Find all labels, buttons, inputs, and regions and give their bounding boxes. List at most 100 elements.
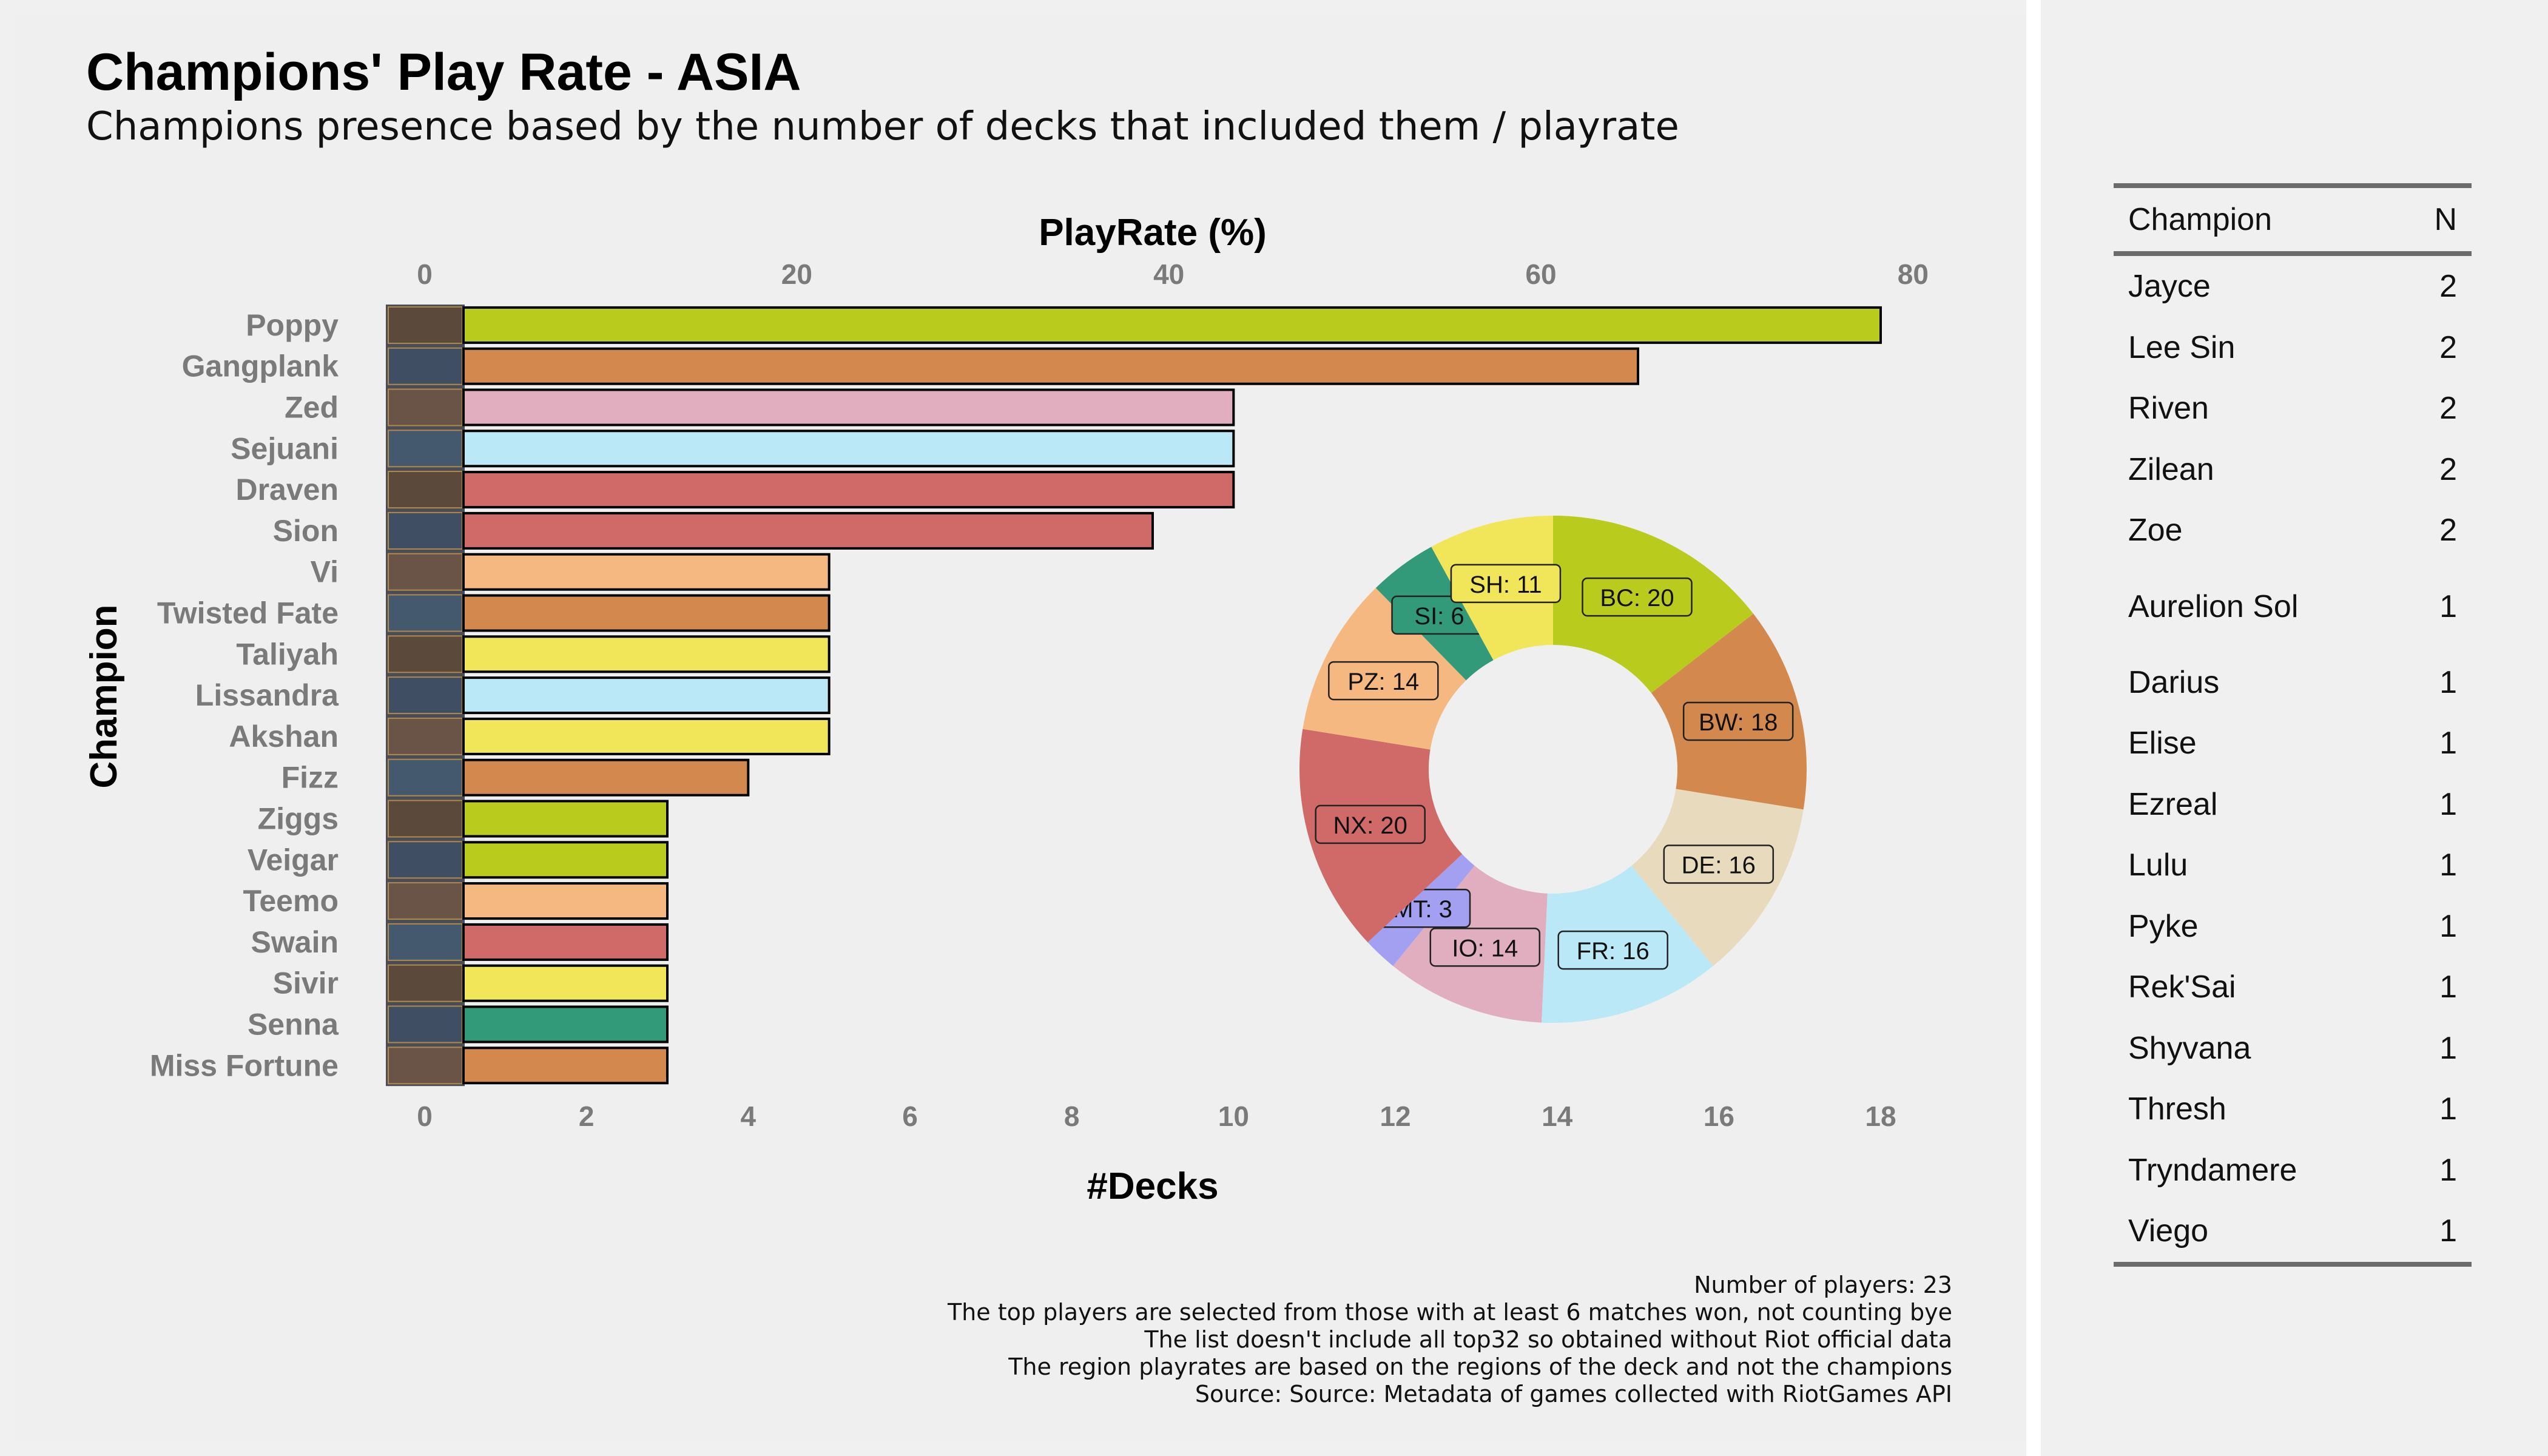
category-label: Sion (273, 514, 339, 548)
bar (462, 882, 669, 920)
champion-name: Lulu (2128, 848, 2188, 883)
champion-count: 1 (2439, 588, 2457, 624)
table-row: Zoe 2 (2114, 500, 2472, 561)
x-tick-label: 14 (1542, 1100, 1573, 1132)
category-label: Sejuani (231, 431, 339, 465)
category-label: Gangplank (182, 349, 339, 383)
category-label: Zed (285, 391, 339, 425)
bar (462, 717, 831, 755)
x-tick-label: 10 (1218, 1100, 1249, 1132)
table-bottom-rule (2114, 1261, 2472, 1267)
slice-label-box (1663, 844, 1774, 884)
champion-thumbnail (388, 430, 463, 468)
caption: Number of players: 23 The top players ar… (948, 1272, 1952, 1408)
slice-label-box (1450, 564, 1562, 604)
category-label: Draven (235, 473, 339, 507)
champion-name: Viego (2128, 1213, 2209, 1249)
champion-thumbnail (388, 553, 463, 591)
category-label: Teemo (243, 884, 339, 918)
slice-label: BC: 20 (1600, 585, 1674, 612)
caption-line: The region playrates are based on the re… (1008, 1353, 1952, 1380)
table-row: Riven 2 (2114, 378, 2472, 439)
x-tick-label: 8 (1064, 1100, 1080, 1132)
table-row: Jayce 2 (2114, 256, 2472, 317)
table-row: Viego 1 (2114, 1201, 2472, 1262)
champion-count: 2 (2439, 513, 2457, 548)
champion-name: Thresh (2128, 1091, 2226, 1127)
table-row: Aurelion Sol 1 (2114, 561, 2472, 652)
champion-thumbnail (388, 1046, 463, 1085)
bar (462, 758, 750, 797)
champion-count: 1 (2439, 848, 2457, 883)
x-tick-label: 18 (1865, 1100, 1896, 1132)
category-label: Akshan (229, 720, 339, 753)
champion-thumbnail (388, 800, 463, 838)
champion-thumbnail (388, 511, 463, 550)
table-row: Ezreal 1 (2114, 774, 2472, 835)
bar (462, 841, 669, 879)
table-row: Tryndamere 1 (2114, 1140, 2472, 1201)
champion-thumbnail (388, 306, 463, 344)
table-top-rule (2114, 183, 2472, 188)
category-label: Swain (251, 925, 339, 959)
slice-label: FR: 16 (1577, 938, 1650, 965)
bar (462, 594, 831, 632)
category-label: Poppy (246, 308, 339, 342)
category-label: Lissandra (195, 678, 339, 712)
champion-thumbnail (388, 964, 463, 1002)
champion-name: Jayce (2128, 269, 2211, 305)
champion-count: 1 (2439, 969, 2457, 1005)
champion-name: Ezreal (2128, 786, 2218, 822)
champion-thumbnail (388, 471, 463, 509)
category-label: Fizz (281, 761, 339, 795)
champion-name: Rek'Sai (2128, 969, 2236, 1005)
panel-divider (2026, 0, 2041, 1456)
champion-thumbnail (388, 594, 463, 632)
champion-count: 2 (2439, 451, 2457, 487)
slice-label-box (1315, 804, 1426, 844)
bar (462, 1046, 669, 1085)
bar (462, 676, 831, 715)
table-row: Pyke 1 (2114, 896, 2472, 957)
champion-thumbnail (388, 841, 463, 879)
category-label: Ziggs (258, 802, 339, 836)
bar (462, 964, 669, 1002)
slice-label-box (1557, 930, 1668, 970)
x-tick-label: 6 (902, 1100, 918, 1132)
table-row: Darius 1 (2114, 652, 2472, 713)
chart-subtitle: Champions presence based by the number o… (86, 104, 1679, 149)
bar (462, 800, 669, 838)
category-label: Sivir (273, 966, 339, 1000)
champion-name: Aurelion Sol (2128, 588, 2299, 624)
x2-axis-title: PlayRate (%) (1039, 212, 1267, 254)
caption-line: The top players are selected from those … (947, 1299, 1952, 1326)
champion-count: 1 (2439, 1152, 2457, 1188)
slice-label-box (1582, 577, 1693, 617)
champion-count: 1 (2439, 1213, 2457, 1249)
x-tick-label: 2 (579, 1100, 595, 1132)
x2-tick-label: 20 (781, 258, 812, 290)
bar (462, 430, 1235, 468)
bar (462, 306, 1882, 344)
champion-name: Zilean (2128, 451, 2214, 487)
champion-thumbnail (388, 347, 463, 385)
slice-label: SI: 6 (1414, 603, 1464, 630)
champion-thumbnail (388, 923, 463, 961)
caption-line: Source: Source: Metadata of games collec… (1195, 1381, 1952, 1407)
champion-count: 2 (2439, 329, 2457, 365)
x-tick-label: 16 (1704, 1100, 1734, 1132)
bar (462, 388, 1235, 426)
champion-count: 2 (2439, 269, 2457, 305)
slice-label: NX: 20 (1333, 812, 1407, 839)
champion-thumbnail (388, 388, 463, 426)
champion-count-table: Champion N Jayce 2 Lee Sin 2 Riven 2 Zilean 2 Zo… (2114, 183, 2472, 1267)
side-panel (2041, 0, 2548, 1456)
champion-thumbnail (388, 882, 463, 920)
table-row: Zilean 2 (2114, 439, 2472, 500)
category-label: Taliyah (236, 637, 339, 671)
bar (462, 553, 831, 591)
bar-chart: Poppy Gangplank Zed Sejuani Draven Sion Vi Twis… (83, 212, 1929, 1207)
bar (462, 471, 1235, 509)
champion-thumbnail (388, 1005, 463, 1043)
